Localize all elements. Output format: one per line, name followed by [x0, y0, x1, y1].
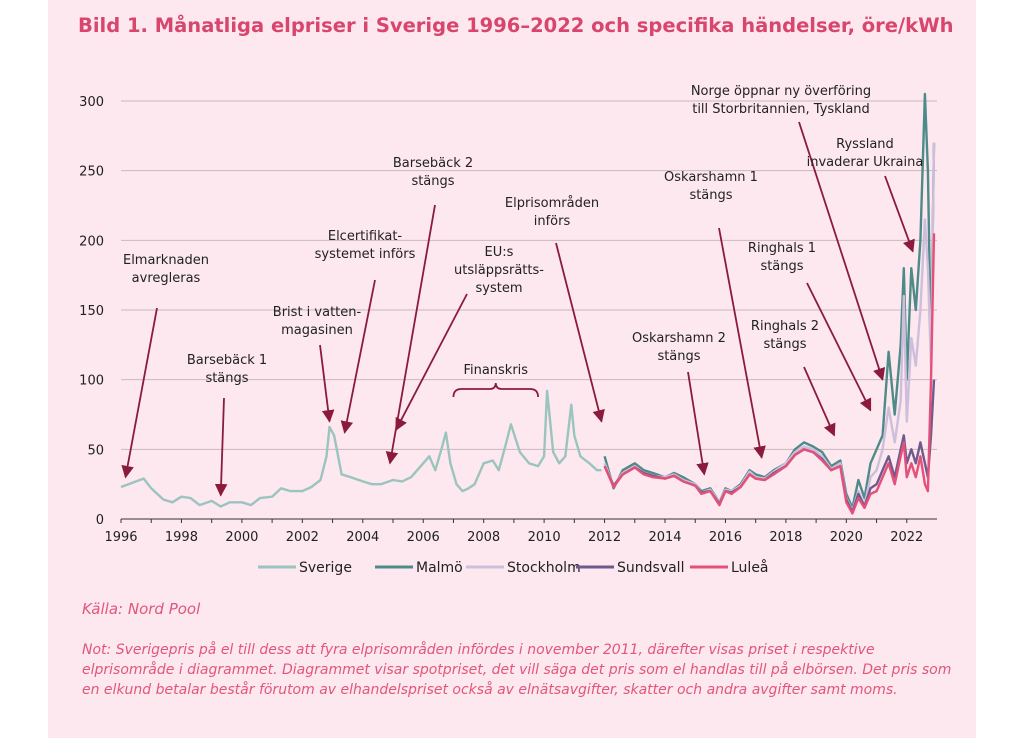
annotation-label-elprisomraden: Elprisområden införs [505, 196, 599, 229]
annotation-line: EU:s [485, 245, 514, 260]
y-axis: 0 50 100 150 200 250 300 [79, 95, 104, 528]
annotation-line: system [476, 281, 523, 296]
series-line-sverige [120, 389, 602, 508]
legend-label: Sverige [299, 560, 352, 576]
x-tick-label: 2020 [830, 530, 863, 545]
annotation-arrow-oskarshamn1 [718, 227, 766, 459]
x-tick-label: 1996 [104, 530, 137, 545]
annotation-line: införs [534, 214, 571, 229]
legend-label: Malmö [416, 560, 463, 576]
annotation-label-oskarshamn2: Oskarshamn 2 stängs [632, 331, 726, 364]
annotation-line: stängs [411, 174, 454, 189]
line-chart: 0 50 100 150 200 250 300 1996 1998 2000 2002 2004 2… [79, 84, 937, 576]
x-tick-label: 2006 [407, 530, 440, 545]
annotation-line: Norge öppnar ny överföring [691, 84, 871, 99]
annotation-line: stängs [760, 259, 803, 274]
x-tick-label: 2008 [467, 530, 500, 545]
annotation-line: Ringhals 1 [748, 241, 816, 256]
annotation-arrow-brist [319, 344, 335, 423]
x-tick-label: 2010 [528, 530, 561, 545]
annotation-line: stängs [689, 188, 732, 203]
annotations: Elmarknaden avregleras Barsebäck 1 stängs Br… [121, 84, 924, 497]
annotation-arrow-ryssland [884, 175, 915, 253]
y-tick-label: 100 [79, 374, 104, 389]
annotation-line: Elmarknaden [123, 253, 209, 268]
annotation-label-elmarknaden: Elmarknaden avregleras [123, 253, 209, 286]
x-tick-label: 2012 [588, 530, 621, 545]
annotation-arrow-elmarknaden [121, 307, 158, 479]
x-tick-label: 2018 [769, 530, 802, 545]
y-tick-label: 0 [96, 513, 104, 528]
annotation-line: systemet införs [315, 247, 416, 262]
x-tick-label: 1998 [165, 530, 198, 545]
x-tick-label: 2014 [648, 530, 681, 545]
y-tick-label: 200 [79, 234, 104, 249]
x-tick-label: 2016 [709, 530, 742, 545]
annotation-label-oskarshamn1: Oskarshamn 1 stängs [664, 170, 758, 203]
annotation-label-eus: EU:s utsläppsrätts-system [454, 245, 544, 296]
series-lines [120, 92, 936, 515]
annotation-line: magasinen [281, 323, 353, 338]
annotation-arrow-ringhals1 [806, 282, 872, 412]
page-title: Bild 1. Månatliga elpriser i Sverige 199… [78, 14, 954, 37]
series-line-lule [603, 233, 936, 515]
note-text: Not: Sverigepris på el till dess att fyr… [82, 642, 952, 698]
x-tick-label: 2022 [890, 530, 923, 545]
annotation-arrow-ringhals2 [803, 366, 836, 437]
annotation-brace-finanskris [452, 382, 539, 398]
annotation-line: stängs [763, 337, 806, 352]
x-tick-label: 2000 [225, 530, 258, 545]
annotation-label-norge: Norge öppnar ny överföring till Storbrita… [691, 84, 871, 117]
annotation-line: Elprisområden [505, 196, 599, 211]
annotation-line: Oskarshamn 1 [664, 170, 758, 185]
annotation-line: utsläppsrätts- [454, 263, 544, 278]
annotation-line: invaderar Ukraina [807, 155, 924, 170]
annotation-line: Ryssland [836, 137, 894, 152]
chart-panel [48, 0, 976, 738]
annotation-line: Ringhals 2 [751, 319, 819, 334]
annotation-label-barseback1: Barsebäck 1 stängs [187, 353, 267, 386]
y-tick-label: 250 [79, 165, 104, 180]
legend-label: Stockholm [507, 560, 581, 576]
y-tick-label: 50 [87, 443, 104, 458]
x-tick-label: 2002 [286, 530, 319, 545]
legend-label: Sundsvall [617, 560, 684, 576]
legend: Sverige Malmö Stockholm Sundsvall Luleå [258, 559, 769, 576]
annotation-arrow-barseback1 [214, 397, 228, 497]
annotation-arrow-oskarshamn2 [687, 371, 709, 476]
x-axis: 1996 1998 2000 2002 2004 2006 2008 2010 2012 2014… [104, 518, 937, 545]
annotation-line: avregleras [132, 271, 201, 286]
annotation-line: till Storbritannien, Tyskland [692, 102, 870, 117]
annotation-line: stängs [205, 371, 248, 386]
annotation-label-elcertifikat: Elcertifikat-systemet införs [315, 229, 416, 262]
annotation-label-ringhals2: Ringhals 2 stängs [751, 319, 819, 352]
x-tick-label: 2004 [346, 530, 379, 545]
annotation-arrow-eus [395, 293, 468, 431]
annotation-label-barseback2: Barsebäck 2 stängs [393, 156, 473, 189]
annotation-label-brist: Brist i vatten-magasinen [273, 305, 362, 338]
legend-label: Luleå [731, 559, 769, 576]
annotation-arrow-norge [798, 121, 886, 381]
annotation-line: Barsebäck 2 [393, 156, 473, 171]
annotation-line: Brist i vatten- [273, 305, 362, 320]
annotation-line: Oskarshamn 2 [632, 331, 726, 346]
y-tick-label: 150 [79, 304, 104, 319]
annotation-line: stängs [657, 349, 700, 364]
annotation-line: Elcertifikat- [328, 229, 403, 244]
annotation-label-finanskris: Finanskris [463, 363, 528, 378]
annotation-line: Barsebäck 1 [187, 353, 267, 368]
annotation-arrow-elprisomraden [555, 242, 605, 423]
annotation-label-ryssland: Ryssland invaderar Ukraina [807, 137, 924, 170]
annotation-label-ringhals1: Ringhals 1 stängs [748, 241, 816, 274]
annotation-arrow-elcertifikat [340, 279, 376, 434]
y-tick-label: 300 [79, 95, 104, 110]
source-text: Källa: Nord Pool [82, 600, 201, 618]
